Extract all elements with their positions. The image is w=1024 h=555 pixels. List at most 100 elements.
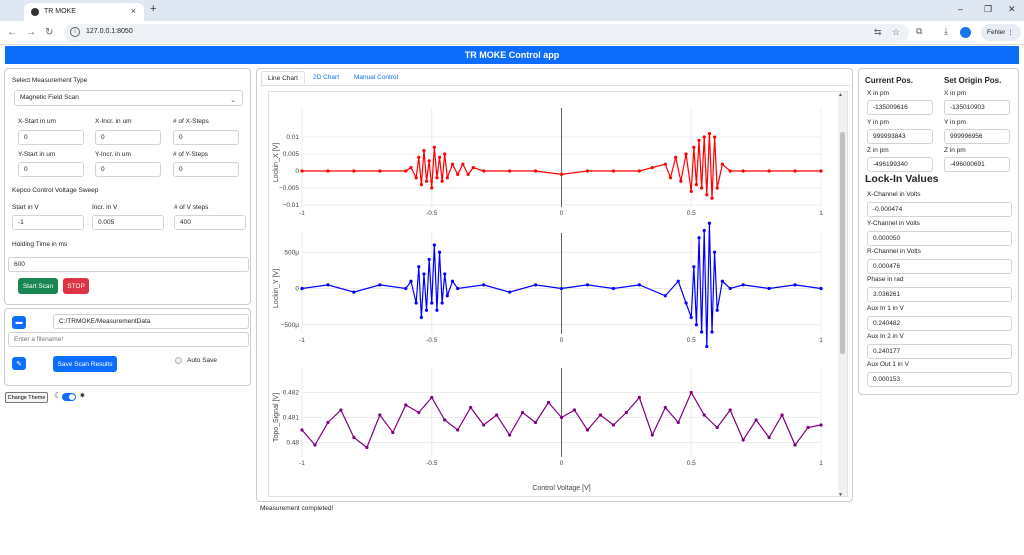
tab-line-chart[interactable]: Line Chart xyxy=(261,71,305,85)
minimize-icon[interactable]: – xyxy=(958,4,964,14)
data-point xyxy=(637,283,641,287)
data-point xyxy=(697,236,701,240)
y-incr-input[interactable]: 0 xyxy=(95,162,161,177)
data-point xyxy=(692,145,696,149)
holding-time-label: Holding Time in ms xyxy=(12,241,68,248)
data-point xyxy=(456,172,460,176)
address-toolbar: ← → ↻ i 127.0.0.1:8050 ⇆ ☆ ⧉ ⤓ Fehler ⋮ xyxy=(0,21,1024,45)
graph-container: −0.01 −0.005 0 0.005 0.01 -1 -0.5 0 0.5 1 Lockin_X… xyxy=(268,91,848,497)
scan-settings-card: Select Measurement Type Magnetic Field S… xyxy=(4,68,251,305)
data-point xyxy=(427,257,431,262)
profile-error-label: Fehler xyxy=(987,29,1006,36)
reload-icon[interactable]: ↻ xyxy=(45,27,54,38)
data-point xyxy=(700,330,704,334)
start-v-label: Start in V xyxy=(12,204,39,211)
close-window-icon[interactable]: ✕ xyxy=(1008,4,1016,14)
address-bar[interactable]: i 127.0.0.1:8050 ⇆ ☆ xyxy=(64,24,909,42)
data-point xyxy=(741,438,745,442)
data-point xyxy=(450,162,455,166)
start-scan-button[interactable]: Start Scan xyxy=(18,278,58,294)
data-point xyxy=(754,418,758,422)
data-point xyxy=(689,390,693,395)
z-current-label: Z in pm xyxy=(867,147,889,154)
scrollbar-thumb[interactable] xyxy=(840,132,845,354)
x-tick-label: -0.5 xyxy=(426,460,438,467)
download-icon[interactable]: ⤓ xyxy=(944,26,948,36)
data-point xyxy=(676,420,680,425)
folder-icon: ▬ xyxy=(15,319,23,326)
extensions-icon[interactable]: ⧉ xyxy=(916,26,923,36)
x-incr-input[interactable]: 0 xyxy=(95,130,161,145)
scroll-up-icon[interactable]: ▲ xyxy=(838,92,843,98)
y-incr-label: Y-Incr. in um xyxy=(95,151,131,158)
x-tick-label: 0 xyxy=(560,337,564,344)
graph-scrollbar[interactable]: ▲ ▼ xyxy=(838,92,847,497)
folder-button[interactable]: ▬ xyxy=(12,316,26,329)
y-tick-label: −0.01 xyxy=(283,202,300,209)
x-origin-input[interactable]: -135010903 xyxy=(944,100,1010,115)
translate-icon[interactable]: ⇆ xyxy=(874,27,882,37)
start-v-input[interactable]: -1 xyxy=(12,215,84,230)
y-current-label: Y in pm xyxy=(867,119,889,126)
holding-time-input[interactable]: 600 xyxy=(8,257,249,272)
phase-label: Phase in rad xyxy=(867,276,904,283)
data-point xyxy=(715,425,719,430)
data-point xyxy=(414,301,418,305)
back-icon[interactable]: ← xyxy=(7,27,17,38)
y-origin-input[interactable]: 999996956 xyxy=(944,129,1010,144)
new-tab-icon[interactable]: + xyxy=(150,3,157,15)
tab-title: TR MOKE xyxy=(44,8,76,15)
tab-manual-control[interactable]: Manual Control xyxy=(354,74,399,81)
data-point xyxy=(482,283,486,287)
edit-filename-button[interactable]: ✎ xyxy=(12,357,26,370)
position-lockin-card: Current Pos. Set Origin Pos. X in pm -13… xyxy=(858,68,1019,395)
stop-button[interactable]: STOP xyxy=(63,278,89,294)
data-point xyxy=(793,283,797,287)
chart-tabs: Line Chart 2D Chart Manual Control xyxy=(261,71,841,85)
incr-v-input[interactable]: 0.005 xyxy=(92,215,164,230)
data-point xyxy=(326,169,330,173)
data-point xyxy=(508,169,512,173)
data-point xyxy=(365,445,369,450)
forward-icon[interactable]: → xyxy=(26,27,36,38)
data-point xyxy=(637,169,641,173)
save-scan-results-button[interactable]: Save Scan Results xyxy=(53,356,117,372)
phase-field: 3.036261 xyxy=(867,287,1012,302)
data-point xyxy=(533,420,538,425)
data-point xyxy=(430,186,434,190)
y-current-field: 999993843 xyxy=(867,129,933,144)
tab-2d-chart[interactable]: 2D Chart xyxy=(313,74,340,81)
x-steps-input[interactable]: 0 xyxy=(173,130,239,145)
x-current-field: -135009616 xyxy=(867,100,933,115)
y-channel-field: 0.000050 xyxy=(867,231,1012,246)
profile-error-button[interactable]: Fehler ⋮ xyxy=(981,24,1021,41)
data-point xyxy=(598,413,603,417)
auto-save-label: Auto Save xyxy=(187,357,217,364)
measurement-type-select[interactable]: Magnetic Field Scan ⌄ xyxy=(14,90,243,106)
profile-avatar-icon[interactable] xyxy=(960,27,971,38)
data-point xyxy=(378,413,382,417)
close-tab-icon[interactable]: × xyxy=(130,6,136,16)
theme-toggle[interactable] xyxy=(62,393,76,401)
change-theme-button[interactable]: Change Theme xyxy=(5,392,48,403)
restore-icon[interactable]: ❐ xyxy=(984,4,993,14)
y-start-input[interactable]: 0 xyxy=(18,162,84,177)
data-point xyxy=(793,443,797,447)
save-path-input[interactable]: C:/TRMOKE/MeasurementData xyxy=(53,314,249,329)
data-point xyxy=(611,423,615,427)
data-point xyxy=(313,443,317,447)
y-steps-input[interactable]: 0 xyxy=(173,162,239,177)
v-steps-input[interactable]: 400 xyxy=(174,215,246,230)
filename-input[interactable]: Enter a filename! xyxy=(8,332,249,347)
y-axis-label: Lockin_Y [V] xyxy=(273,269,280,308)
data-point xyxy=(546,400,551,405)
x-axis-label: Control Voltage [V] xyxy=(532,485,590,492)
auto-save-radio[interactable] xyxy=(175,357,182,364)
scroll-down-icon[interactable]: ▼ xyxy=(838,492,843,497)
z-origin-input[interactable]: -496000691 xyxy=(944,157,1010,172)
bookmark-star-icon[interactable]: ☆ xyxy=(892,27,901,37)
data-point xyxy=(419,315,423,320)
browser-tab[interactable]: TR MOKE × xyxy=(24,3,144,21)
site-info-icon[interactable]: i xyxy=(70,27,80,37)
x-start-input[interactable]: 0 xyxy=(18,130,84,145)
